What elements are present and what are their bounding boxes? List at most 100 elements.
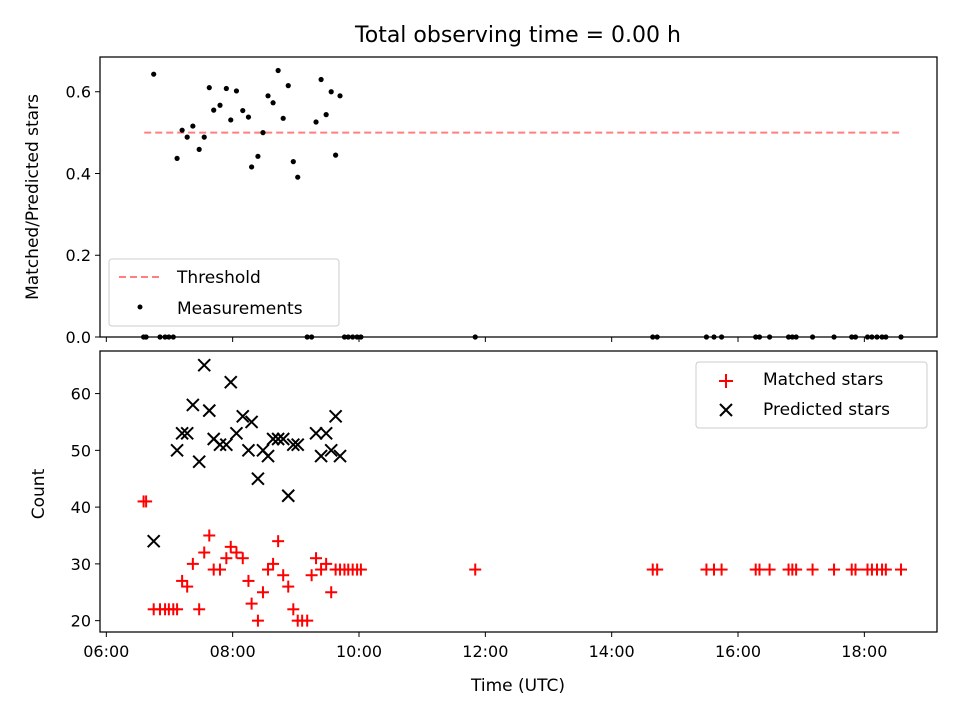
measurement-point bbox=[196, 146, 202, 152]
measurement-point bbox=[333, 152, 339, 158]
measurement-point bbox=[223, 85, 229, 92]
predicted-star-point bbox=[224, 375, 238, 389]
measurement-point bbox=[174, 155, 180, 161]
matched-star-point bbox=[251, 614, 264, 627]
ratio-panel-marks bbox=[140, 67, 904, 340]
legend-measurements-swatch bbox=[137, 304, 143, 310]
count-panel-marks bbox=[137, 358, 907, 627]
predicted-star-point bbox=[261, 449, 275, 463]
measurement-point bbox=[201, 134, 207, 140]
matched-star-point bbox=[315, 563, 328, 576]
matched-star-point bbox=[715, 563, 728, 576]
count-panel-xtick-label: 16:00 bbox=[715, 642, 761, 661]
matched-star-point bbox=[272, 535, 285, 548]
predicted-star-point bbox=[170, 443, 184, 458]
matched-star-point bbox=[245, 597, 258, 610]
predicted-star-point bbox=[213, 437, 227, 452]
predicted-star-point bbox=[202, 403, 216, 418]
matched-star-point bbox=[790, 563, 803, 576]
measurement-point bbox=[328, 89, 334, 95]
predicted-star-point bbox=[197, 358, 211, 372]
measurement-point bbox=[255, 153, 261, 159]
predicted-star-point bbox=[236, 409, 250, 423]
measurement-point bbox=[260, 130, 266, 136]
measurement-point bbox=[313, 119, 319, 125]
predicted-star-point bbox=[229, 426, 244, 441]
matched-star-point bbox=[203, 529, 216, 542]
count-panel-ytick-label: 60 bbox=[71, 385, 91, 404]
matched-star-point bbox=[224, 540, 237, 553]
matched-star-point bbox=[325, 586, 338, 599]
measurement-point bbox=[240, 107, 246, 114]
legend-predicted-swatch bbox=[719, 403, 733, 417]
matched-star-point bbox=[305, 569, 318, 582]
matched-star-point bbox=[262, 563, 275, 576]
measurement-point bbox=[270, 100, 276, 106]
legend-threshold-label: Threshold bbox=[176, 268, 261, 288]
predicted-star-point bbox=[219, 437, 234, 452]
ratio-panel-ticks: 0.0 0.2 0.4 0.6 bbox=[66, 83, 865, 347]
measurement-point bbox=[323, 112, 329, 118]
ratio-panel-ytick-label: 0.2 bbox=[66, 246, 91, 265]
legend-box bbox=[695, 361, 928, 429]
matched-star-point bbox=[828, 563, 841, 576]
matched-star-point bbox=[171, 603, 184, 616]
count-panel-xtick-label: 06:00 bbox=[83, 642, 129, 661]
count-panel-ytick-label: 20 bbox=[71, 612, 91, 631]
predicted-star-point bbox=[324, 443, 338, 458]
predicted-star-point bbox=[333, 449, 347, 463]
predicted-star-point bbox=[271, 432, 285, 446]
measurement-point bbox=[337, 93, 343, 99]
matched-star-point bbox=[176, 574, 189, 587]
matched-star-point bbox=[140, 495, 153, 508]
measurement-point bbox=[275, 67, 281, 74]
predicted-star-point bbox=[319, 426, 333, 441]
count-panel-ylabel: Count bbox=[29, 468, 49, 519]
matched-star-point bbox=[198, 546, 211, 559]
measurement-point bbox=[228, 117, 234, 123]
predicted-star-point bbox=[314, 449, 328, 463]
matched-star-point bbox=[287, 603, 300, 616]
predicted-star-point bbox=[328, 409, 343, 423]
matched-star-point bbox=[763, 563, 776, 576]
measurement-point bbox=[245, 114, 252, 120]
measurement-point bbox=[151, 71, 157, 77]
measurement-point bbox=[211, 107, 217, 113]
ratio-panel-ylabel: Matched/Predicted stars bbox=[23, 94, 43, 300]
matched-star-point bbox=[193, 603, 206, 616]
ratio-panel-ytick-label: 0.0 bbox=[66, 328, 91, 347]
predicted-star-point bbox=[186, 398, 200, 412]
matched-star-point bbox=[242, 574, 255, 587]
legend-matched-swatch bbox=[719, 374, 733, 388]
matched-star-point bbox=[894, 563, 907, 576]
matched-star-point bbox=[282, 580, 295, 593]
predicted-star-point bbox=[175, 426, 189, 441]
matched-star-point bbox=[753, 563, 766, 576]
predicted-star-point bbox=[241, 443, 256, 458]
matched-star-point bbox=[220, 552, 233, 565]
matched-star-point bbox=[879, 563, 892, 576]
ratio-panel: 0.0 0.2 0.4 0.6 Matched/Predicted stars Thr… bbox=[23, 56, 938, 347]
matched-star-point bbox=[277, 569, 290, 582]
predicted-star-point bbox=[146, 534, 161, 548]
predicted-star-point bbox=[244, 415, 259, 429]
figure-title: Total observing time = 0.00 h bbox=[354, 23, 681, 48]
predicted-star-point bbox=[281, 489, 295, 503]
matched-star-point bbox=[301, 614, 314, 627]
matched-star-point bbox=[310, 552, 323, 565]
count-panel-ticks: 20 30 40 50 60 06:00 08:00 10:00 12:00 14:00 16:00… bbox=[71, 385, 888, 661]
ratio-panel-ytick-label: 0.4 bbox=[66, 164, 91, 183]
count-panel-xlabel: Time (UTC) bbox=[470, 676, 565, 696]
count-panel-frame bbox=[99, 350, 938, 633]
predicted-star-point bbox=[286, 437, 301, 452]
ratio-panel-frame bbox=[99, 56, 938, 338]
matched-star-point bbox=[267, 557, 280, 570]
measurement-point bbox=[206, 85, 212, 91]
predicted-star-point bbox=[266, 432, 280, 446]
count-panel-legend: Matched stars Predicted stars bbox=[695, 361, 928, 429]
count-panel-xtick-label: 12:00 bbox=[462, 642, 508, 661]
predicted-star-point bbox=[251, 472, 265, 486]
measurement-point bbox=[285, 83, 291, 89]
legend-matched-label: Matched stars bbox=[763, 370, 883, 390]
measurement-point bbox=[184, 134, 190, 140]
